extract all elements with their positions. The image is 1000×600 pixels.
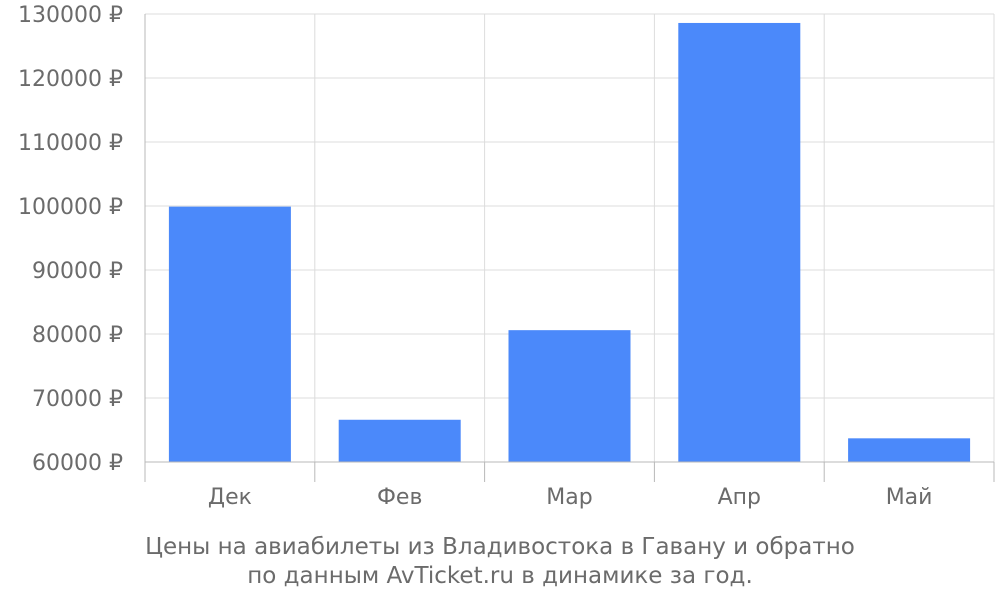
y-tick-label: 70000 ₽ — [32, 387, 123, 412]
x-axis-tick-labels: Дек Фев Мар Апр Май — [208, 485, 933, 510]
x-tick-label: Мар — [546, 485, 592, 510]
x-tick-label: Апр — [718, 485, 761, 510]
y-tick-label: 100000 ₽ — [18, 195, 123, 220]
bar — [338, 419, 461, 462]
y-tick-label: 90000 ₽ — [32, 259, 123, 284]
bars — [168, 22, 971, 463]
y-tick-label: 120000 ₽ — [18, 67, 123, 92]
chart-caption-line-2: по данным AvTicket.ru в динамике за год. — [247, 563, 753, 589]
y-axis-tick-labels: 60000 ₽ 70000 ₽ 80000 ₽ 90000 ₽ 100000 ₽ 1100… — [18, 3, 123, 476]
y-tick-label: 110000 ₽ — [18, 131, 123, 156]
bar — [168, 206, 291, 462]
y-tick-label: 60000 ₽ — [32, 451, 123, 476]
y-tick-label: 80000 ₽ — [32, 323, 123, 348]
bar — [678, 22, 801, 463]
bar — [508, 330, 631, 462]
chart-caption-line-1: Цены на авиабилеты из Владивостока в Гав… — [145, 534, 855, 560]
axes — [144, 14, 995, 482]
y-tick-label: 130000 ₽ — [18, 3, 123, 28]
x-tick-label: Май — [886, 485, 933, 510]
x-tick-label: Фев — [377, 485, 422, 510]
bar — [848, 438, 971, 462]
x-tick-label: Дек — [208, 485, 252, 510]
